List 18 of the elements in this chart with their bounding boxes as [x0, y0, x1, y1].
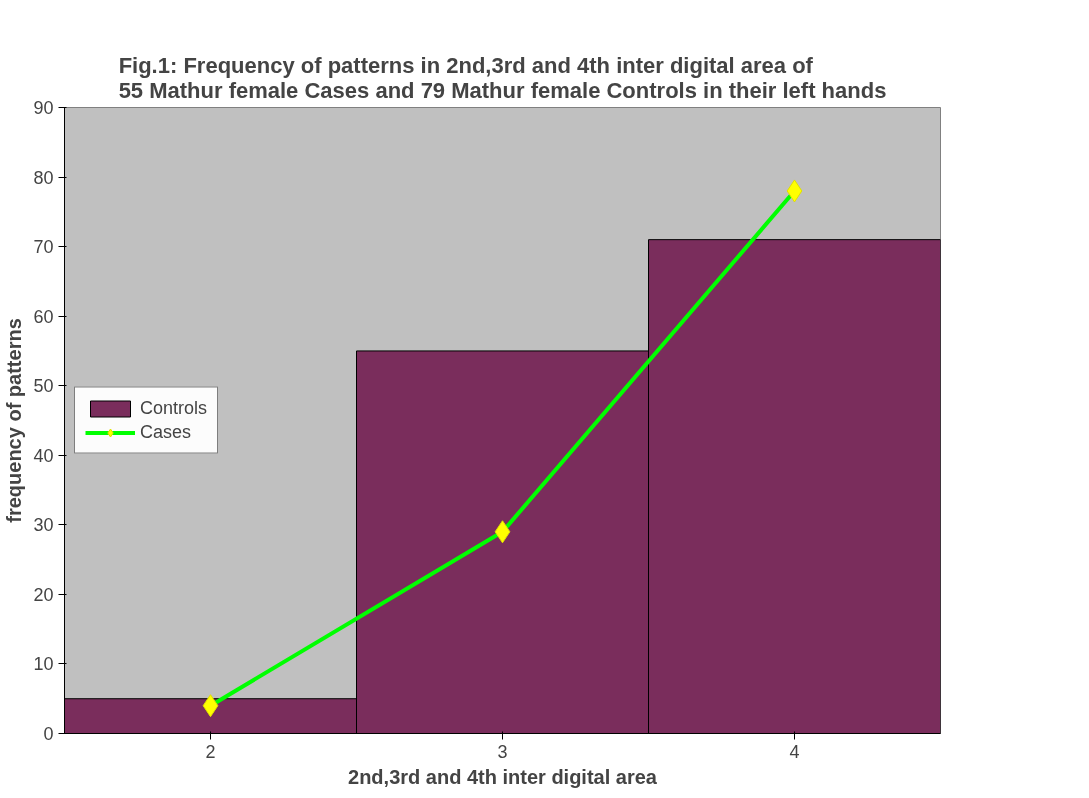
x-axis-title: 2nd,3rd and 4th inter digital area — [348, 765, 658, 788]
y-tick-label: 10 — [33, 654, 54, 675]
y-tick-label: 40 — [33, 445, 54, 466]
y-tick-label: 0 — [43, 724, 54, 744]
y-tick-label: 50 — [33, 376, 54, 397]
x-tick-label: 2 — [205, 741, 216, 762]
y-tick-label: 70 — [33, 237, 54, 258]
y-axis-title: frequency of patterns — [3, 318, 26, 523]
y-tick-label: 90 — [33, 98, 54, 118]
y-tick-label: 20 — [33, 584, 54, 605]
x-tick-label: 4 — [789, 741, 800, 762]
chart-title: Fig.1: Frequency of patterns in 2nd,3rd and 4th inter digital area of 55 Mathur female Cases and 79 Mathur female Controls in their left hands — [118, 52, 887, 103]
y-tick-label: 30 — [33, 515, 54, 536]
y-tick-label: 60 — [33, 306, 54, 327]
x-tick-label: 3 — [497, 741, 508, 762]
legend-label: Cases — [140, 421, 192, 443]
y-tick-label: 80 — [33, 167, 54, 188]
legend-label: Controls — [140, 397, 208, 419]
